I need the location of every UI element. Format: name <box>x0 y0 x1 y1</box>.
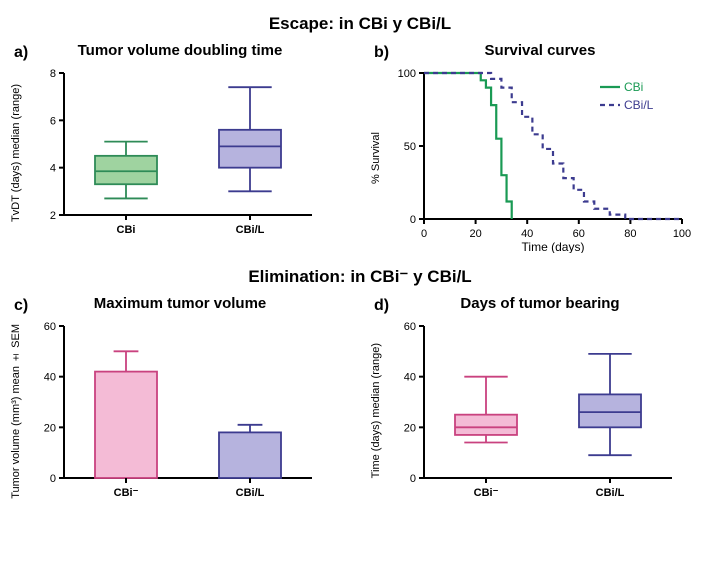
panel-d-ylabel: Time (days) median (range) <box>370 343 382 478</box>
panel-c-title: Maximum tumor volume <box>10 295 350 312</box>
svg-text:0: 0 <box>410 214 416 226</box>
svg-text:8: 8 <box>50 68 56 80</box>
svg-text:40: 40 <box>404 372 416 384</box>
svg-text:CBi⁻: CBi⁻ <box>114 487 139 499</box>
svg-text:4: 4 <box>50 163 56 175</box>
panel-b-ylabel: % Survival <box>370 132 382 184</box>
svg-text:40: 40 <box>44 372 56 384</box>
panel-b: b) Survival curves % Survival 0 50 100 0 20 4… <box>370 42 710 253</box>
svg-text:0: 0 <box>50 473 56 485</box>
svg-text:20: 20 <box>44 422 56 434</box>
svg-text:CBi/L: CBi/L <box>236 224 265 236</box>
panel-a: a) Tumor volume doubling time TvDT (days… <box>10 42 350 253</box>
panel-a-ylabel: TvDT (days) median (range) <box>10 84 22 222</box>
svg-text:CBi: CBi <box>624 80 643 94</box>
svg-text:0: 0 <box>410 473 416 485</box>
panel-a-chart: 2 4 6 8 CBi CBi/L <box>22 63 322 243</box>
svg-text:6: 6 <box>50 115 56 127</box>
section2-title: Elimination: in CBi⁻ y CBi/L <box>10 267 710 287</box>
svg-text:CBi/L: CBi/L <box>596 487 625 499</box>
svg-text:100: 100 <box>398 68 416 80</box>
panel-a-title: Tumor volume doubling time <box>10 42 350 59</box>
panel-d-title: Days of tumor bearing <box>370 295 710 312</box>
panel-b-title: Survival curves <box>370 42 710 59</box>
svg-text:0: 0 <box>421 228 427 240</box>
panel-b-chart: 0 50 100 0 20 40 60 80 100 Time (days) CBi CBi/L <box>382 63 692 253</box>
panel-b-letter: b) <box>374 44 389 62</box>
svg-text:50: 50 <box>404 141 416 153</box>
svg-text:20: 20 <box>404 422 416 434</box>
panel-d: d) Days of tumor bearing Time (days) med… <box>370 295 710 506</box>
svg-text:2: 2 <box>50 210 56 222</box>
panel-a-letter: a) <box>14 44 28 62</box>
panel-c-letter: c) <box>14 297 28 315</box>
svg-text:CBi/L: CBi/L <box>236 487 265 499</box>
svg-text:CBi/L: CBi/L <box>624 98 654 112</box>
svg-text:80: 80 <box>624 228 636 240</box>
panel-d-chart: 0 20 40 60 CBi⁻ CBi/L <box>382 316 682 506</box>
section1-title: Escape: in CBi y CBi/L <box>10 14 710 34</box>
panel-d-letter: d) <box>374 297 389 315</box>
panel-c-ylabel: Tumor volume (mm³) mean ± SEM <box>10 324 22 499</box>
svg-text:20: 20 <box>470 228 482 240</box>
svg-text:40: 40 <box>521 228 533 240</box>
svg-text:CBi: CBi <box>117 224 136 236</box>
svg-text:Time (days): Time (days) <box>522 240 585 253</box>
svg-text:60: 60 <box>573 228 585 240</box>
svg-text:100: 100 <box>673 228 691 240</box>
svg-text:60: 60 <box>404 321 416 333</box>
panel-c-chart: 0 20 40 60 CBi⁻ CBi/L <box>22 316 322 506</box>
svg-text:60: 60 <box>44 321 56 333</box>
panel-c: c) Maximum tumor volume Tumor volume (mm… <box>10 295 350 506</box>
svg-text:CBi⁻: CBi⁻ <box>474 487 499 499</box>
